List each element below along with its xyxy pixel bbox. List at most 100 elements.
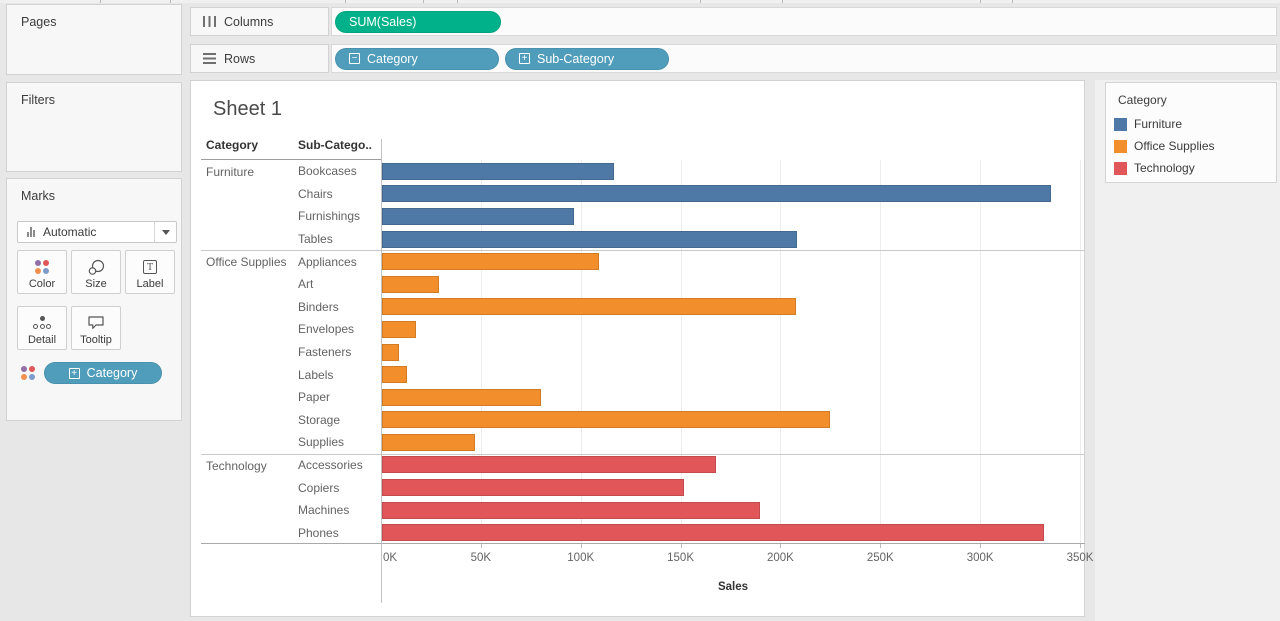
- toolbar-remnant-tick: [100, 0, 101, 3]
- marks-pill-label: Category: [86, 366, 138, 380]
- toolbar-remnant-tick: [980, 0, 981, 3]
- columns-icon: [203, 16, 216, 27]
- color-dots-icon: [34, 259, 50, 275]
- expand-plus-icon[interactable]: +: [68, 367, 80, 379]
- legend-item[interactable]: Office Supplies: [1106, 135, 1276, 157]
- row-header-category: Category: [206, 138, 259, 152]
- axis-title: Sales: [717, 581, 749, 593]
- subcategory-row-label[interactable]: Art: [298, 277, 314, 292]
- label-t-icon: T: [143, 260, 157, 274]
- bar[interactable]: [382, 501, 761, 519]
- bar-chart-icon: [27, 227, 35, 237]
- rows-pill[interactable]: − Category: [335, 47, 499, 70]
- bar[interactable]: [382, 479, 684, 497]
- mark-type-dropdown[interactable]: Automatic: [17, 221, 177, 243]
- category-row-label[interactable]: Technology: [206, 458, 267, 473]
- gridline: [1080, 160, 1081, 544]
- columns-shelf[interactable]: SUM(Sales): [331, 7, 1277, 36]
- gridline: [980, 160, 982, 544]
- legend-item[interactable]: Furniture: [1106, 113, 1276, 135]
- bar[interactable]: [382, 388, 541, 406]
- pill-label: Sub-Category: [537, 51, 615, 66]
- bar[interactable]: [382, 366, 407, 384]
- bar[interactable]: [382, 411, 831, 429]
- subcategory-row-label[interactable]: Copiers: [298, 480, 340, 495]
- axis-tick-label: 100K: [567, 552, 595, 564]
- bar[interactable]: [382, 207, 574, 225]
- collapse-minus-icon[interactable]: −: [349, 53, 360, 64]
- subcategory-row-label[interactable]: Chairs: [298, 186, 333, 201]
- size-button-label: Size: [85, 278, 107, 290]
- subcategory-row-label[interactable]: Binders: [298, 299, 339, 314]
- subcategory-row-label[interactable]: Accessories: [298, 457, 363, 472]
- tooltip-button-label: Tooltip: [80, 334, 112, 346]
- subcategory-row-label[interactable]: Paper: [298, 390, 331, 405]
- legend-swatch: [1114, 139, 1127, 153]
- x-axis[interactable]: 0K 50K 100K 150K 200K 250K 300K 350K Sales: [201, 544, 1093, 604]
- subcategory-row-label[interactable]: Fasteners: [298, 344, 352, 359]
- marks-category-pill[interactable]: + Category: [44, 362, 162, 384]
- rows-shelf-label: Rows: [224, 51, 256, 66]
- axis-tick-label: 250K: [866, 552, 894, 564]
- dropdown-caret-zone[interactable]: [154, 222, 176, 242]
- expand-plus-icon[interactable]: +: [519, 53, 530, 64]
- legend-label: Furniture: [1134, 117, 1183, 131]
- axis-tick: [780, 544, 782, 548]
- subcategory-row-label[interactable]: Appliances: [298, 254, 357, 269]
- category-row-label[interactable]: Furniture: [206, 165, 255, 179]
- axis-tick-label: 300K: [966, 552, 994, 564]
- legend-title: Category: [1118, 93, 1167, 107]
- category-band-divider: [201, 453, 1085, 455]
- header-underline: [201, 159, 381, 160]
- subcategory-row-label[interactable]: Storage: [298, 412, 341, 427]
- marks-card: Marks Automatic Color Size T Label Detai…: [6, 178, 182, 421]
- toolbar-remnant-tick: [457, 0, 458, 3]
- rows-shelf[interactable]: − Category + Sub-Category: [331, 44, 1277, 73]
- category-band-divider: [201, 250, 1085, 252]
- filters-shelf[interactable]: Filters: [6, 82, 182, 172]
- gridline: [680, 160, 682, 544]
- legend-label: Technology: [1134, 161, 1195, 175]
- axis-tick-label: 0K: [383, 552, 398, 564]
- bar[interactable]: [382, 275, 439, 293]
- bar[interactable]: [382, 162, 614, 180]
- detail-button[interactable]: Detail: [17, 306, 67, 350]
- tooltip-button[interactable]: Tooltip: [71, 306, 121, 350]
- subcategory-row-label[interactable]: Labels: [298, 367, 334, 382]
- axis-tick-label: 150K: [667, 552, 694, 564]
- category-legend[interactable]: Category Furniture Office Supplies Technol…: [1105, 82, 1277, 183]
- subcategory-row-label[interactable]: Phones: [298, 525, 339, 540]
- bar[interactable]: [382, 298, 797, 316]
- bar[interactable]: [382, 320, 416, 338]
- subcategory-row-label[interactable]: Machines: [298, 503, 350, 518]
- subcategory-row-label[interactable]: Bookcases: [298, 164, 357, 179]
- worksheet: Sheet 1 Category Sub-Catego.. Furniture Boo…: [190, 80, 1093, 617]
- subcategory-row-label[interactable]: Supplies: [298, 435, 345, 450]
- pages-shelf[interactable]: Pages: [6, 4, 182, 75]
- detail-button-label: Detail: [27, 334, 57, 346]
- legend-swatch: [1114, 161, 1127, 175]
- axis-tick-label: 50K: [470, 552, 492, 564]
- size-button[interactable]: Size: [71, 250, 121, 294]
- bar[interactable]: [382, 253, 599, 271]
- rows-pill[interactable]: + Sub-Category: [505, 47, 669, 70]
- axis-tick-label: 200K: [766, 552, 794, 564]
- subcategory-row-label[interactable]: Furnishings: [298, 209, 361, 224]
- axis-tick-label: 350K: [1066, 552, 1094, 564]
- subcategory-row-label[interactable]: Envelopes: [298, 322, 355, 337]
- category-row-label[interactable]: Office Supplies: [206, 255, 287, 270]
- bar[interactable]: [382, 343, 399, 361]
- bar[interactable]: [382, 524, 1045, 542]
- legend-item[interactable]: Technology: [1106, 157, 1276, 179]
- bar[interactable]: [382, 230, 798, 248]
- chevron-down-icon: [161, 229, 170, 235]
- bar[interactable]: [382, 185, 1052, 203]
- pages-title: Pages: [21, 15, 57, 29]
- columns-pill[interactable]: SUM(Sales): [335, 10, 501, 33]
- bar[interactable]: [382, 456, 716, 474]
- color-button[interactable]: Color: [17, 250, 67, 294]
- label-button[interactable]: T Label: [125, 250, 175, 294]
- subcategory-row-label[interactable]: Tables: [298, 232, 333, 247]
- bar[interactable]: [382, 433, 475, 451]
- legend-label: Office Supplies: [1134, 139, 1215, 153]
